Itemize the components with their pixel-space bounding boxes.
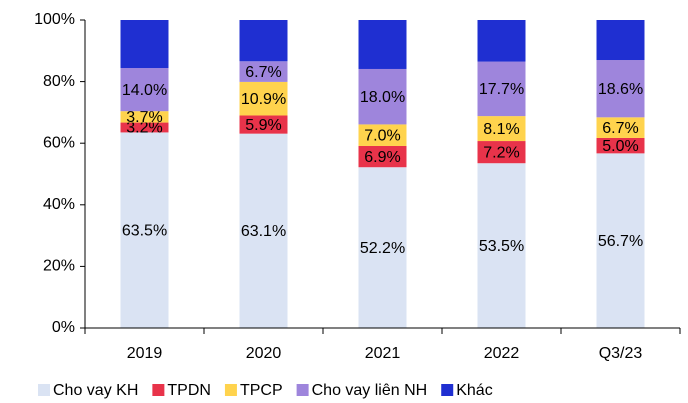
data-label: 3.2%: [126, 120, 162, 137]
data-label: 10.9%: [241, 91, 286, 108]
data-label: 3.7%: [126, 109, 162, 126]
bar-segment: [596, 153, 645, 328]
data-label: 6.7%: [602, 120, 638, 137]
bar-segment: [120, 111, 169, 123]
bar-segment: [477, 20, 526, 62]
data-label: 18.6%: [598, 81, 643, 98]
y-tick-label: 100%: [34, 11, 75, 28]
bar-segment: [239, 20, 288, 62]
data-label: 5.0%: [602, 138, 638, 155]
y-tick-label: 0%: [52, 319, 75, 336]
x-tick-label: 2022: [484, 345, 520, 362]
y-tick-label: 40%: [43, 196, 75, 213]
legend-label: Cho vay liên NH: [312, 382, 428, 399]
data-label: 8.1%: [483, 121, 519, 138]
legend-label: TPCP: [240, 382, 283, 399]
data-label: 6.9%: [364, 149, 400, 166]
bar-segment: [596, 20, 645, 61]
legend-label: Cho vay KH: [53, 382, 138, 399]
bar-segment: [120, 122, 169, 133]
legend-swatch: [152, 384, 165, 396]
legend-label: Khác: [456, 382, 492, 399]
bar-segment: [596, 117, 645, 138]
data-label: 63.1%: [241, 223, 286, 240]
legend-swatch: [224, 384, 237, 396]
data-label: 17.7%: [479, 81, 524, 98]
x-tick-label: Q3/23: [599, 345, 643, 362]
data-label: 53.5%: [479, 238, 524, 255]
data-label: 18.0%: [360, 89, 405, 106]
x-tick-label: 2021: [365, 345, 401, 362]
bar-segment: [120, 20, 169, 69]
bar-segment: [239, 133, 288, 328]
data-label: 6.7%: [245, 64, 281, 81]
bar-segment: [358, 124, 407, 146]
data-label: 56.7%: [598, 233, 643, 250]
y-tick-label: 60%: [43, 134, 75, 151]
data-label: 63.5%: [122, 222, 167, 239]
x-tick-label: 2019: [127, 345, 163, 362]
data-label: 7.2%: [483, 144, 519, 161]
bar-segment: [358, 167, 407, 328]
data-label: 52.2%: [360, 240, 405, 257]
bar-segment: [239, 81, 288, 116]
bar-segment: [477, 141, 526, 164]
data-label: 14.0%: [122, 82, 167, 99]
legend-swatch: [296, 384, 309, 396]
bar-segment: [358, 20, 407, 69]
bar-segment: [120, 132, 169, 328]
bar-segment: [239, 115, 288, 134]
bar-segment: [477, 61, 526, 117]
legend-swatch: [38, 384, 50, 396]
data-label: 5.9%: [245, 117, 281, 134]
bar-segment: [358, 68, 407, 125]
bar-segment: [596, 60, 645, 118]
legend-label: TPDN: [167, 382, 211, 399]
x-tick-label: 2020: [246, 345, 282, 362]
data-label: 7.0%: [364, 127, 400, 144]
legend-swatch: [441, 384, 454, 396]
y-tick-label: 80%: [43, 73, 75, 90]
bar-segment: [120, 68, 169, 112]
bar-segment: [477, 116, 526, 142]
bar-segment: [239, 61, 288, 82]
bar-segment: [596, 137, 645, 154]
bar-segment: [358, 145, 407, 168]
y-tick-label: 20%: [43, 258, 75, 275]
bar-segment: [477, 163, 526, 328]
